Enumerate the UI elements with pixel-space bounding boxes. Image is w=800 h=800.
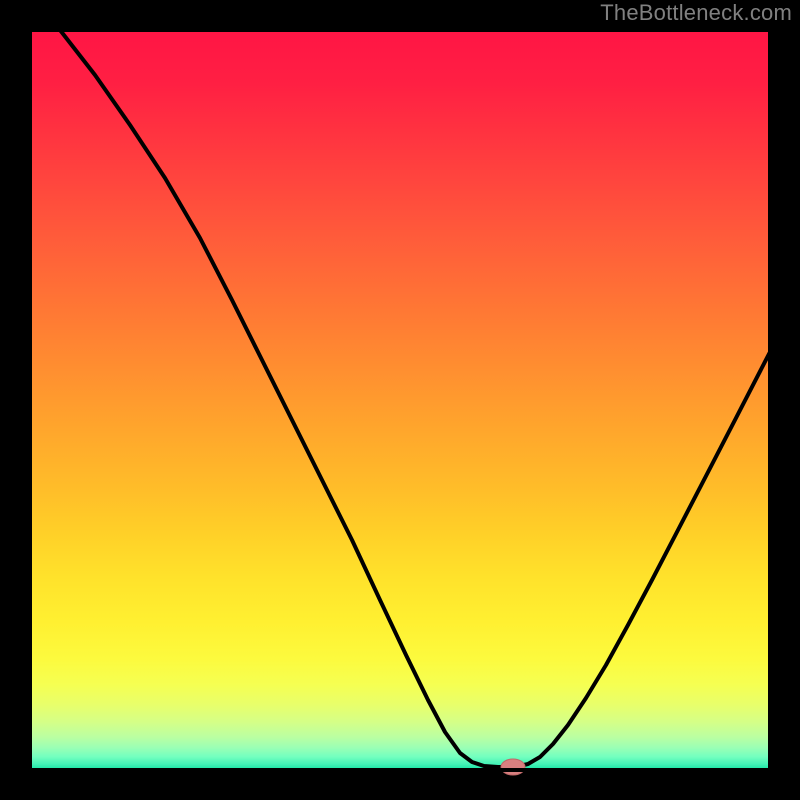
optimal-marker bbox=[501, 759, 525, 775]
watermark-text: TheBottleneck.com bbox=[600, 0, 792, 26]
bottleneck-chart bbox=[0, 0, 800, 800]
